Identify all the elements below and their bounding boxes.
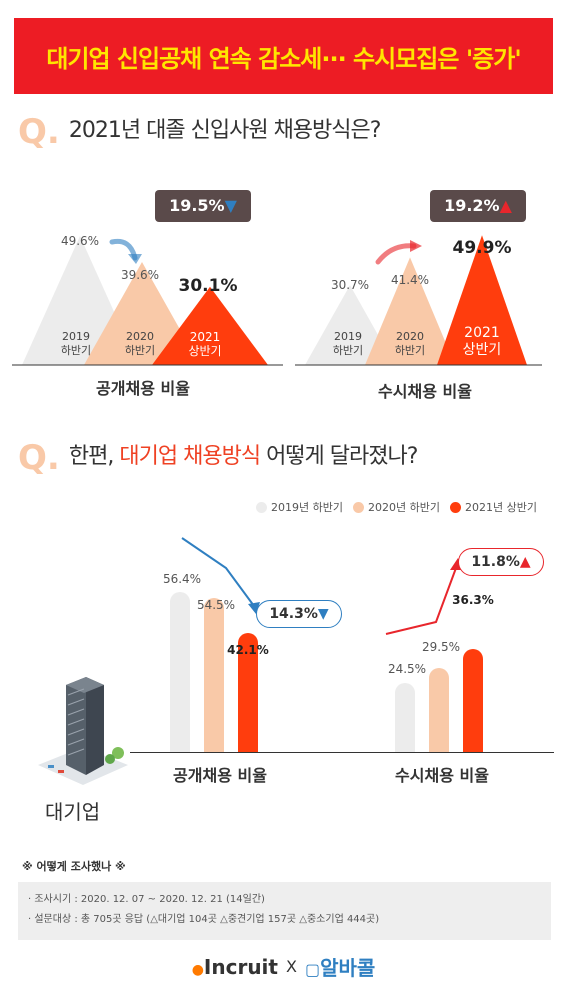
footer-separator: X [285,957,297,976]
bar-legend: 2019년 하반기 2020년 하반기 2021년 상반기 [256,499,556,515]
bar-occasional-2020-label: 29.5% [421,640,461,654]
legend-2019: 2019년 하반기 [256,499,343,515]
q-mark-2: Q. [18,438,60,478]
bar-public-2020 [204,597,224,752]
bar-public-2021-label: 42.1% [227,643,269,657]
bar-public-2021 [238,632,258,752]
mountain-charts: 19.5%▼ 49.6% 39.6% 30.1% 2019 하반기 2020 하반기… [0,180,567,410]
albacall-logo: ▢알바콜 [304,956,376,980]
down-arrow-icon: ▼ [224,196,237,215]
chart2-label-2019: 30.7% [330,278,370,292]
chart2-change-badge: 19.2%▲ [430,190,526,222]
company-label: 대기업 [45,800,101,824]
title-banner: 대기업 신입공채 연속 감소세··· 수시모집은 '증가' [14,18,553,94]
chart2-trend-arrow [375,243,417,265]
chart1-change-badge: 19.5%▼ [155,190,251,222]
chart1-title: 공개채용 비율 [96,379,190,398]
chart2-change-text: 19.2% [444,196,500,215]
bar-public-title: 공개채용 비율 [173,766,267,785]
building-icon [38,677,128,785]
chart1-mountain-2 [152,286,268,365]
chart1-change-text: 19.5% [169,196,225,215]
chart1-trend-arrowhead [128,254,142,264]
up-arrow-icon-2: ▲ [519,554,531,570]
bar-occasional-2019 [395,682,415,752]
mountain-svg [12,235,542,366]
chart1-cat-2020: 2020 하반기 [124,330,156,357]
chart1-cat-2019: 2019 하반기 [60,330,92,357]
chart2-cat-2021: 2021 상반기 [462,325,502,358]
chart2-cat-2019: 2019 하반기 [332,330,364,357]
chart2-mountain-1 [365,257,455,365]
chart2-trend-arrowhead [410,240,422,252]
bar-group-occasional [375,530,515,752]
occasional-trend-line [385,567,457,635]
survey-target: · 설문대상 : 총 705곳 응답 (△대기업 104곳 △중견기업 157곳… [28,914,380,925]
chart2-mountain-2 [437,235,527,365]
chart2-title: 수시채용 비율 [378,382,472,401]
question-1-text: 2021년 대졸 신입사원 채용방식은? [68,118,382,143]
q-mark: Q. [18,112,60,152]
chart1-cat-2021: 2021 상반기 [188,330,222,358]
bar-occasional-title: 수시채용 비율 [395,766,489,785]
bar-public-2019 [170,592,190,752]
bar-public-change-pill: 14.3%▼ [256,600,342,628]
chart2-label-2021: 49.9% [452,238,512,258]
legend-2021: 2021년 상반기 [449,499,537,515]
albacall-phone-icon: ▢ [304,960,321,979]
bar-occasional-change-pill: 11.8%▲ [458,548,544,576]
question-2-highlight: 대기업 채용방식 [119,444,261,469]
question-2-text: 한편, 대기업 채용방식 어떻게 달라졌나? [68,444,419,469]
banner-title: 대기업 신입공채 연속 감소세··· 수시모집은 '증가' [46,44,521,73]
incruit-dot-icon: ● [191,961,204,978]
public-trend-line [181,537,255,607]
survey-period: · 조사시기 : 2020. 12. 07 ~ 2020. 12. 21 (14… [28,894,265,905]
bar-occasional-2021-label: 36.3% [452,593,494,607]
incruit-logo: ●Incruit [191,954,278,979]
survey-heading: ※ 어떻게 조사했나 ※ [22,860,126,873]
chart1-label-2020: 39.6% [120,268,160,282]
bar-public-2019-label: 56.4% [162,572,202,586]
bar-public-2020-label: 54.5% [196,598,236,612]
chart2-mountain-0 [305,285,395,365]
chart2-cat-2020: 2020 하반기 [394,330,426,357]
chart1-label-2021: 30.1% [178,276,238,296]
bar-chart: 대기업 56.4% 54.5% 42.1% 14.3%▼ 공개채용 비율 24.… [0,530,567,824]
question-2: Q. 한편, 대기업 채용방식 어떻게 달라졌나? [18,438,418,478]
survey-box: · 조사시기 : 2020. 12. 07 ~ 2020. 12. 21 (14… [18,882,551,940]
up-arrow-icon: ▲ [499,196,512,215]
bar-baseline [130,752,554,753]
chart1-label-2019: 49.6% [60,234,100,248]
footer-logos: ●Incruit X ▢알바콜 [0,952,567,981]
question-1: Q. 2021년 대졸 신입사원 채용방식은? [18,112,381,152]
legend-2020: 2020년 하반기 [352,499,440,515]
bar-occasional-2021 [463,649,483,752]
bar-occasional-2020 [429,668,449,752]
bar-group-public [150,530,290,752]
chart2-label-2020: 41.4% [390,273,430,287]
down-arrow-icon-2: ▼ [317,606,329,622]
bar-occasional-2019-label: 24.5% [387,662,427,676]
chart1-mountain-1 [84,262,200,365]
